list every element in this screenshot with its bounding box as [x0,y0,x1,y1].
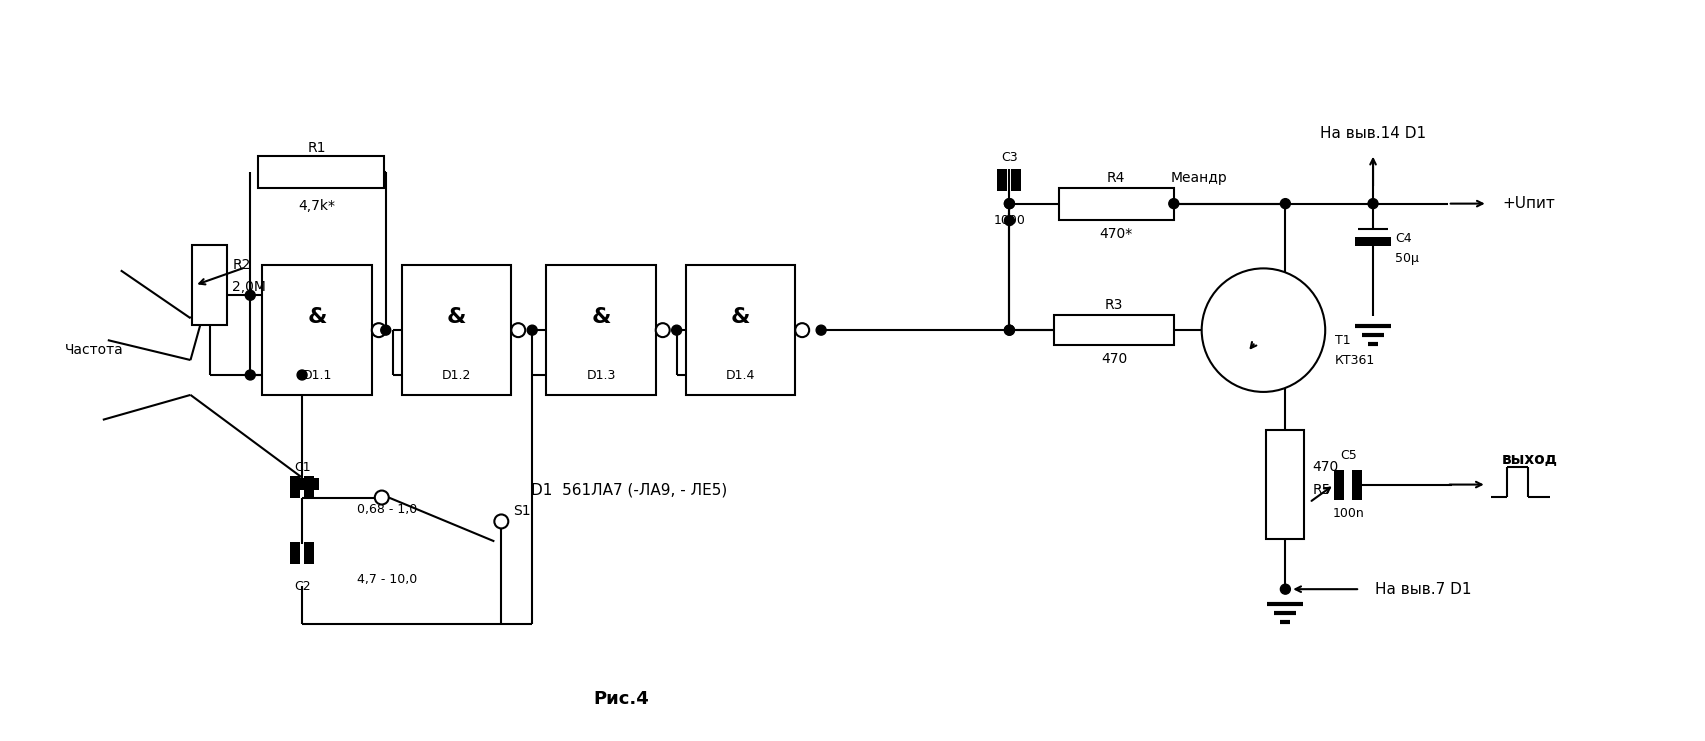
Bar [305,478,319,490]
Circle shape [375,491,389,505]
Bar [1333,470,1344,499]
Circle shape [1367,199,1378,209]
Text: D1  561ЛА7 (-ЛА9, - ЛЕ5): D1 561ЛА7 (-ЛА9, - ЛЕ5) [530,482,726,497]
Circle shape [672,325,682,335]
Text: R5: R5 [1311,482,1330,496]
Circle shape [655,323,670,337]
Bar [685,265,795,395]
Bar [303,542,314,564]
Text: Рис.4: Рис.4 [593,690,648,708]
Circle shape [527,325,537,335]
Text: +Uпит: +Uпит [1502,196,1555,211]
Text: 100n: 100n [1332,507,1364,520]
Text: На выв.14 D1: На выв.14 D1 [1320,127,1425,142]
Text: C2: C2 [293,579,310,593]
Text: D1.1: D1.1 [302,369,331,382]
Circle shape [1200,268,1325,392]
Bar [1352,470,1361,499]
Bar [303,476,314,497]
Circle shape [297,370,307,380]
Circle shape [1280,584,1289,594]
Circle shape [494,514,508,528]
Bar [1054,315,1173,345]
Text: R1: R1 [307,141,326,155]
Bar [257,156,384,187]
Bar [1011,169,1021,190]
Text: 2,0М: 2,0М [232,280,266,294]
Bar [290,542,300,564]
Text: R2: R2 [232,259,251,273]
Bar [263,265,372,395]
Text: C5: C5 [1338,449,1355,462]
Circle shape [1004,199,1014,209]
Bar [1059,187,1173,219]
Text: T1: T1 [1335,333,1350,347]
Circle shape [815,325,825,335]
Circle shape [246,290,256,300]
Circle shape [1004,325,1014,335]
Circle shape [1004,325,1014,335]
Text: Частота: Частота [65,343,124,357]
Text: 470*: 470* [1098,227,1132,241]
Circle shape [795,323,808,337]
Bar [401,265,511,395]
Text: Меандр: Меандр [1170,170,1228,185]
Circle shape [246,370,256,380]
Text: D1.2: D1.2 [442,369,471,382]
Text: D1.4: D1.4 [725,369,755,382]
Text: &: & [592,308,610,328]
Text: КТ361: КТ361 [1335,353,1374,367]
Text: S1: S1 [513,505,530,519]
Circle shape [372,323,385,337]
Circle shape [1004,216,1014,225]
Text: 1000: 1000 [992,214,1025,227]
Text: C3: C3 [1001,151,1018,165]
Text: 50µ: 50µ [1395,252,1419,265]
Bar [290,476,300,497]
Bar [1354,236,1390,247]
Text: 0,68 - 1,0: 0,68 - 1,0 [356,503,416,516]
Text: 470: 470 [1311,459,1338,473]
Bar [1265,430,1304,539]
Text: D1.3: D1.3 [587,369,616,382]
Text: &: & [307,308,327,328]
Circle shape [380,325,390,335]
Bar [193,245,227,325]
Text: 4,7 - 10,0: 4,7 - 10,0 [356,573,416,585]
Bar [546,265,655,395]
Bar [997,169,1008,190]
Text: C1: C1 [293,461,310,474]
Text: выход: выход [1500,452,1557,467]
Bar [295,478,309,490]
Text: &: & [447,308,465,328]
Circle shape [1168,199,1178,209]
Circle shape [1004,199,1014,209]
Text: 4,7k*: 4,7k* [298,199,336,213]
Text: 470: 470 [1100,352,1127,366]
Text: R3: R3 [1105,298,1122,312]
Text: C4: C4 [1395,232,1410,245]
Circle shape [1280,199,1289,209]
Text: &: & [730,308,750,328]
Text: R4: R4 [1107,170,1125,185]
Circle shape [512,323,525,337]
Text: На выв.7 D1: На выв.7 D1 [1374,582,1471,597]
